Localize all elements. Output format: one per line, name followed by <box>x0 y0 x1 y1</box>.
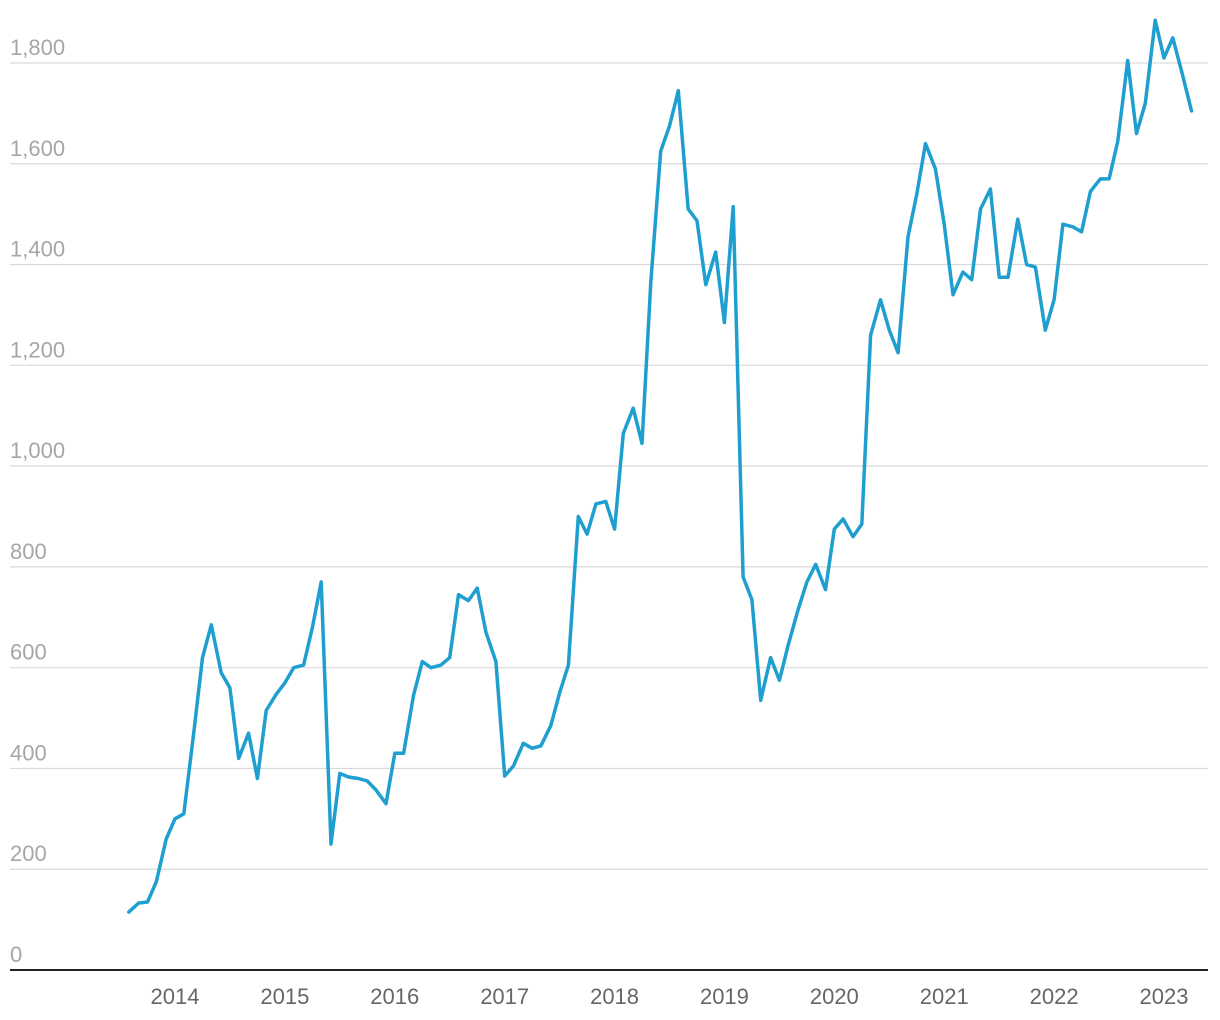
x-tick-label-2022: 2022 <box>1030 984 1079 1009</box>
x-tick-label-2016: 2016 <box>370 984 419 1009</box>
x-tick-label-2023: 2023 <box>1140 984 1189 1009</box>
y-tick-label-800: 800 <box>10 539 47 564</box>
x-axis-ticks: 2014 2015 2016 2017 2018 2019 2020 2021 2022 2023 <box>151 984 1189 1009</box>
y-tick-label-1200: 1,200 <box>10 337 65 362</box>
x-tick-label-2021: 2021 <box>920 984 969 1009</box>
series-line-0 <box>127 18 1194 914</box>
y-tick-label-1800: 1,800 <box>10 35 65 60</box>
y-axis-ticks: 0 200 400 600 800 1,000 1,200 1,400 1,600 1,800 <box>10 35 65 967</box>
y-tick-label-1600: 1,600 <box>10 136 65 161</box>
x-tick-label-2019: 2019 <box>700 984 749 1009</box>
x-tick-label-2018: 2018 <box>590 984 639 1009</box>
gridlines <box>10 62 1208 870</box>
y-tick-label-600: 600 <box>10 640 47 665</box>
x-tick-label-2014: 2014 <box>151 984 200 1009</box>
y-tick-label-1000: 1,000 <box>10 438 65 463</box>
y-tick-label-200: 200 <box>10 841 47 866</box>
y-tick-label-0: 0 <box>10 942 22 967</box>
y-tick-label-400: 400 <box>10 740 47 765</box>
x-tick-label-2015: 2015 <box>260 984 309 1009</box>
y-tick-label-1400: 1,400 <box>10 237 65 262</box>
x-tick-label-2017: 2017 <box>480 984 529 1009</box>
series-layer <box>127 18 1194 914</box>
x-tick-label-2020: 2020 <box>810 984 859 1009</box>
